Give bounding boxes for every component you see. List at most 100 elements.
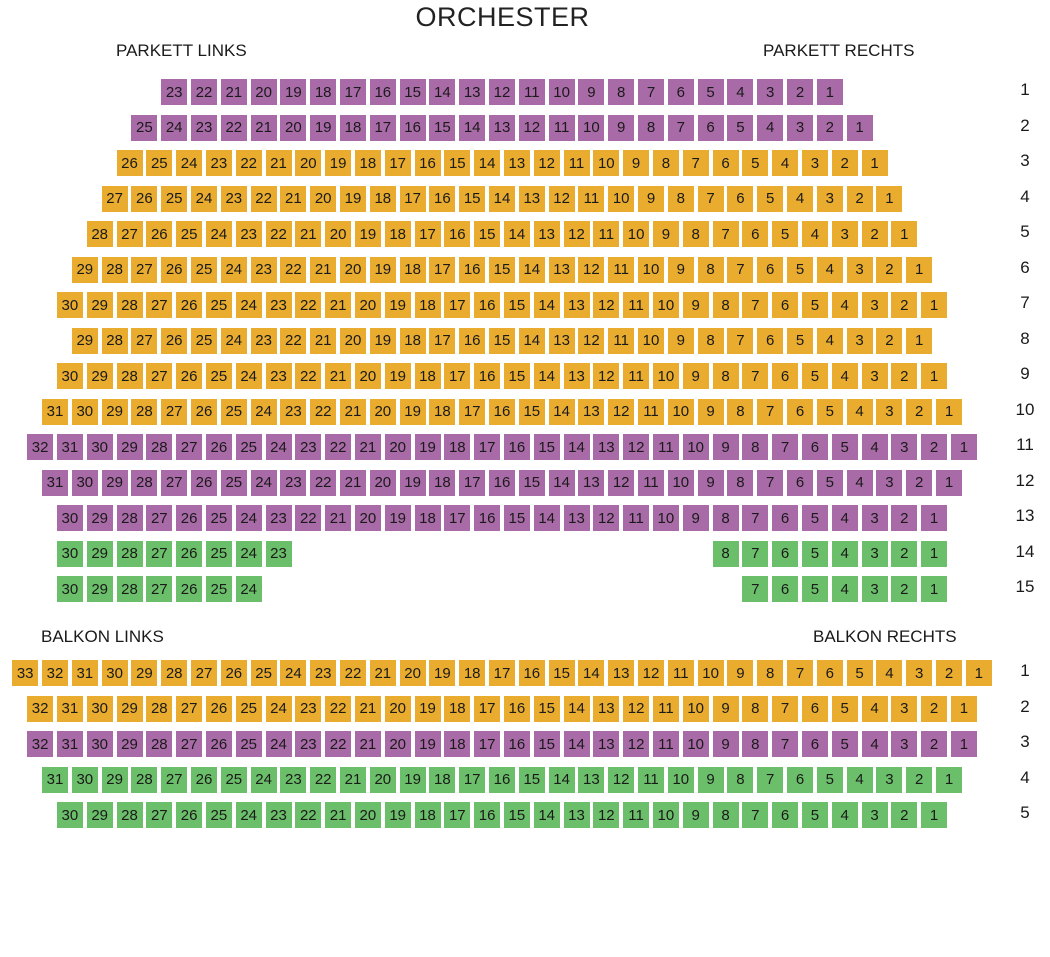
seat-parkett-row-2-18[interactable]: 18 — [340, 114, 366, 141]
seat-balkon-row-5-16[interactable]: 16 — [474, 802, 501, 828]
seat-parkett-row-7-30[interactable]: 30 — [56, 292, 83, 318]
seat-parkett-row-5-27[interactable]: 27 — [116, 221, 143, 247]
seat-balkon-row-3-20[interactable]: 20 — [384, 731, 411, 757]
seat-balkon-row-2-13[interactable]: 13 — [593, 695, 620, 722]
seat-parkett-row-8-23[interactable]: 23 — [250, 327, 277, 354]
seat-balkon-row-1-6[interactable]: 6 — [816, 660, 843, 686]
seat-parkett-row-2-14[interactable]: 14 — [459, 114, 486, 141]
seat-balkon-row-5-27[interactable]: 27 — [146, 802, 173, 828]
seat-parkett-row-4-10[interactable]: 10 — [608, 185, 635, 212]
seat-parkett-row-14-29[interactable]: 29 — [86, 540, 113, 567]
seat-parkett-row-1-15[interactable]: 15 — [399, 79, 426, 105]
seat-parkett-row-13-9[interactable]: 9 — [682, 505, 709, 531]
seat-parkett-row-9-12[interactable]: 12 — [593, 363, 620, 389]
seat-parkett-row-7-7[interactable]: 7 — [742, 292, 769, 318]
seat-parkett-row-10-30[interactable]: 30 — [71, 398, 98, 425]
seat-parkett-row-2-22[interactable]: 22 — [220, 114, 247, 141]
seat-parkett-row-10-23[interactable]: 23 — [280, 398, 307, 425]
seat-parkett-row-5-3[interactable]: 3 — [831, 221, 858, 247]
seat-balkon-row-3-28[interactable]: 28 — [146, 731, 173, 757]
seat-parkett-row-8-11[interactable]: 11 — [608, 327, 635, 354]
seat-parkett-row-2-24[interactable]: 24 — [161, 114, 188, 141]
seat-parkett-row-6-15[interactable]: 15 — [489, 256, 515, 283]
seat-balkon-row-1-31[interactable]: 31 — [71, 660, 98, 686]
seat-parkett-row-7-25[interactable]: 25 — [205, 292, 232, 318]
seat-parkett-row-6-28[interactable]: 28 — [101, 256, 128, 283]
seat-parkett-row-13-5[interactable]: 5 — [801, 505, 828, 531]
seat-parkett-row-8-25[interactable]: 25 — [191, 327, 217, 354]
seat-balkon-row-2-7[interactable]: 7 — [772, 695, 799, 722]
seat-parkett-row-10-2[interactable]: 2 — [906, 398, 933, 425]
seat-parkett-row-10-17[interactable]: 17 — [459, 398, 486, 425]
seat-balkon-row-1-13[interactable]: 13 — [608, 660, 635, 686]
seat-parkett-row-3-17[interactable]: 17 — [384, 150, 411, 176]
seat-parkett-row-1-21[interactable]: 21 — [220, 79, 247, 105]
seat-parkett-row-8-27[interactable]: 27 — [131, 327, 158, 354]
seat-balkon-row-2-3[interactable]: 3 — [891, 695, 918, 722]
seat-balkon-row-2-17[interactable]: 17 — [474, 695, 501, 722]
seat-parkett-row-7-21[interactable]: 21 — [325, 292, 352, 318]
seat-parkett-row-13-22[interactable]: 22 — [295, 505, 322, 531]
seat-parkett-row-6-13[interactable]: 13 — [548, 256, 575, 283]
seat-balkon-row-4-4[interactable]: 4 — [846, 766, 873, 793]
seat-parkett-row-7-18[interactable]: 18 — [414, 292, 441, 318]
seat-balkon-row-2-29[interactable]: 29 — [116, 695, 143, 722]
seat-parkett-row-12-14[interactable]: 14 — [548, 469, 575, 496]
seat-parkett-row-2-3[interactable]: 3 — [787, 114, 813, 141]
seat-balkon-row-5-3[interactable]: 3 — [861, 802, 888, 828]
seat-parkett-row-4-18[interactable]: 18 — [369, 185, 396, 212]
seat-parkett-row-4-4[interactable]: 4 — [787, 185, 813, 212]
seat-parkett-row-1-3[interactable]: 3 — [757, 79, 784, 105]
seat-parkett-row-7-3[interactable]: 3 — [861, 292, 888, 318]
seat-balkon-row-4-3[interactable]: 3 — [876, 766, 903, 793]
seat-balkon-row-1-33[interactable]: 33 — [12, 660, 39, 686]
seat-parkett-row-10-1[interactable]: 1 — [936, 398, 962, 425]
seat-parkett-row-12-2[interactable]: 2 — [906, 469, 933, 496]
seat-balkon-row-1-17[interactable]: 17 — [489, 660, 515, 686]
seat-parkett-row-13-19[interactable]: 19 — [384, 505, 411, 531]
seat-parkett-row-6-12[interactable]: 12 — [578, 256, 605, 283]
seat-parkett-row-1-7[interactable]: 7 — [638, 79, 664, 105]
seat-parkett-row-11-6[interactable]: 6 — [801, 434, 828, 460]
seat-balkon-row-4-7[interactable]: 7 — [757, 766, 784, 793]
seat-balkon-row-4-29[interactable]: 29 — [101, 766, 128, 793]
seat-balkon-row-5-30[interactable]: 30 — [56, 802, 83, 828]
seat-balkon-row-4-16[interactable]: 16 — [489, 766, 515, 793]
seat-balkon-row-3-9[interactable]: 9 — [712, 731, 739, 757]
seat-parkett-row-3-4[interactable]: 4 — [772, 150, 799, 176]
seat-parkett-row-2-5[interactable]: 5 — [727, 114, 754, 141]
seat-balkon-row-3-32[interactable]: 32 — [27, 731, 54, 757]
seat-parkett-row-4-7[interactable]: 7 — [697, 185, 724, 212]
seat-parkett-row-3-22[interactable]: 22 — [235, 150, 262, 176]
seat-balkon-row-4-12[interactable]: 12 — [608, 766, 635, 793]
seat-parkett-row-1-14[interactable]: 14 — [429, 79, 456, 105]
seat-parkett-row-11-5[interactable]: 5 — [831, 434, 858, 460]
seat-parkett-row-5-10[interactable]: 10 — [623, 221, 650, 247]
seat-parkett-row-11-19[interactable]: 19 — [414, 434, 441, 460]
seat-parkett-row-13-4[interactable]: 4 — [831, 505, 858, 531]
seat-balkon-row-2-12[interactable]: 12 — [623, 695, 650, 722]
seat-parkett-row-13-20[interactable]: 20 — [354, 505, 381, 531]
seat-parkett-row-5-5[interactable]: 5 — [772, 221, 799, 247]
seat-balkon-row-3-21[interactable]: 21 — [354, 731, 381, 757]
seat-parkett-row-6-11[interactable]: 11 — [608, 256, 635, 283]
seat-balkon-row-5-4[interactable]: 4 — [831, 802, 858, 828]
seat-parkett-row-1-6[interactable]: 6 — [667, 79, 694, 105]
seat-parkett-row-7-26[interactable]: 26 — [176, 292, 203, 318]
seat-parkett-row-14-25[interactable]: 25 — [205, 540, 232, 567]
seat-parkett-row-10-29[interactable]: 29 — [101, 398, 128, 425]
seat-parkett-row-9-24[interactable]: 24 — [235, 363, 262, 389]
seat-parkett-row-10-25[interactable]: 25 — [220, 398, 247, 425]
seat-balkon-row-2-11[interactable]: 11 — [652, 695, 679, 722]
seat-parkett-row-12-31[interactable]: 31 — [42, 469, 68, 496]
seat-parkett-row-12-26[interactable]: 26 — [191, 469, 217, 496]
seat-balkon-row-4-27[interactable]: 27 — [161, 766, 188, 793]
seat-parkett-row-11-10[interactable]: 10 — [682, 434, 709, 460]
seat-parkett-row-3-14[interactable]: 14 — [474, 150, 501, 176]
seat-parkett-row-7-22[interactable]: 22 — [295, 292, 322, 318]
seat-balkon-row-2-28[interactable]: 28 — [146, 695, 173, 722]
seat-parkett-row-12-17[interactable]: 17 — [459, 469, 486, 496]
seat-parkett-row-14-2[interactable]: 2 — [891, 540, 918, 567]
seat-parkett-row-5-7[interactable]: 7 — [712, 221, 739, 247]
seat-parkett-row-4-12[interactable]: 12 — [548, 185, 575, 212]
